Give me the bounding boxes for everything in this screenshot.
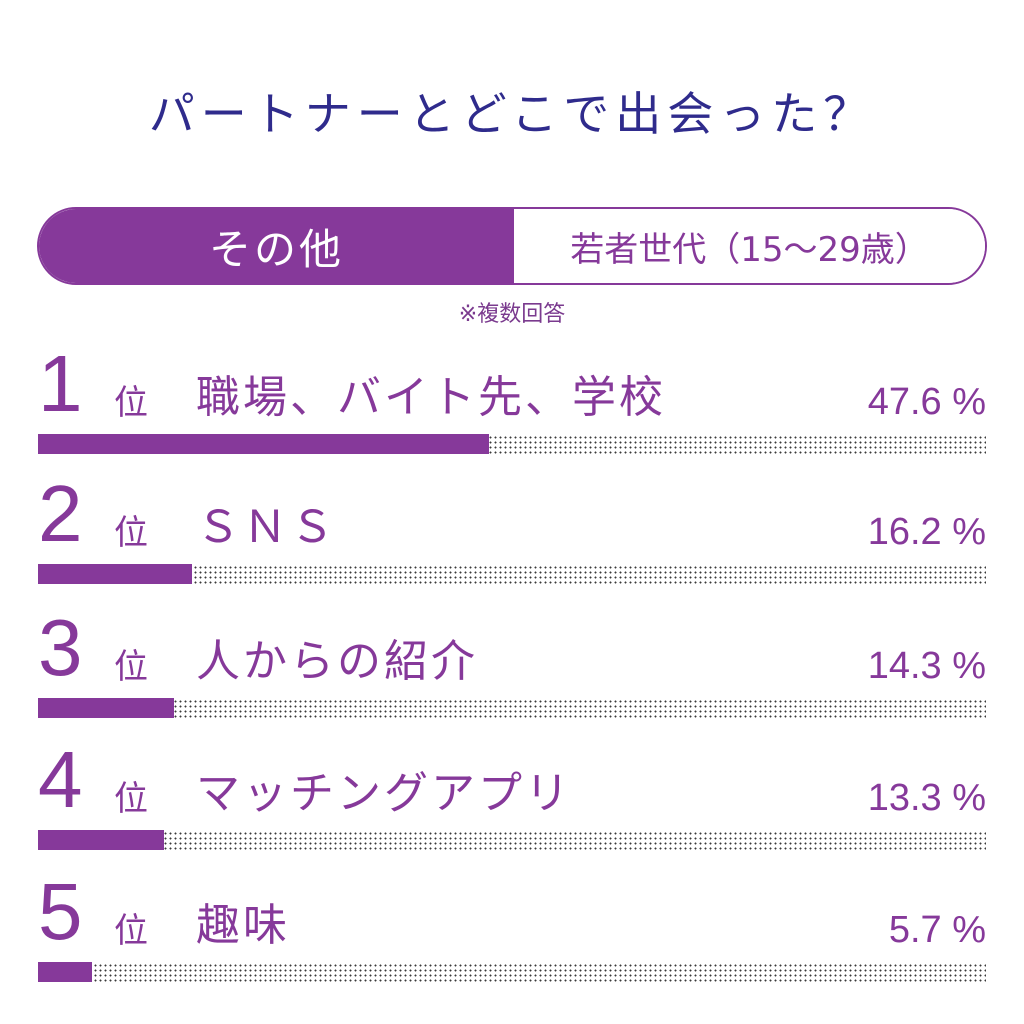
bar bbox=[38, 830, 164, 850]
rank-number: 2 bbox=[38, 469, 83, 558]
bar bbox=[38, 962, 92, 982]
bar bbox=[38, 698, 174, 718]
multiple-answer-note: ※複数回答 bbox=[458, 302, 566, 327]
tab-other[interactable]: その他 bbox=[39, 209, 514, 283]
category-label: マッチングアプリ bbox=[196, 768, 572, 819]
tab-bar: その他 若者世代（15～29歳） bbox=[37, 207, 987, 285]
bar bbox=[38, 434, 489, 454]
bar-track bbox=[38, 830, 986, 850]
rank-row-3: 3 位 人からの紹介 14.3 % bbox=[38, 598, 986, 718]
value-label: 47.6 % bbox=[867, 381, 986, 423]
rank-number: 5 bbox=[38, 867, 83, 956]
category-label: ＳＮＳ bbox=[196, 502, 337, 553]
rank-suffix: 位 bbox=[114, 779, 148, 819]
rank-suffix: 位 bbox=[114, 513, 148, 553]
rank-row-4: 4 位 マッチングアプリ 13.3 % bbox=[38, 730, 986, 850]
bar-track bbox=[38, 698, 986, 718]
rank-suffix: 位 bbox=[114, 911, 148, 951]
value-label: 16.2 % bbox=[867, 511, 986, 553]
rank-suffix: 位 bbox=[114, 383, 148, 423]
value-label: 13.3 % bbox=[867, 777, 986, 819]
rank-number: 3 bbox=[38, 603, 83, 692]
rank-number: 1 bbox=[38, 339, 83, 428]
rank-row-1: 1 位 職場、バイト先、学校 47.6 % bbox=[38, 334, 986, 454]
category-label: 人からの紹介 bbox=[196, 636, 478, 687]
bar bbox=[38, 564, 192, 584]
chart-title: パートナーとどこで出会った？ bbox=[148, 87, 876, 141]
rank-suffix: 位 bbox=[114, 647, 148, 687]
tab-young-generation[interactable]: 若者世代（15～29歳） bbox=[514, 209, 985, 283]
rank-row-5: 5 位 趣味 5.7 % bbox=[38, 862, 986, 982]
bar-track bbox=[38, 962, 986, 982]
bar-track bbox=[38, 564, 986, 584]
category-label: 趣味 bbox=[196, 900, 290, 951]
category-label: 職場、バイト先、学校 bbox=[196, 372, 666, 423]
rank-number: 4 bbox=[38, 735, 83, 824]
value-label: 5.7 % bbox=[888, 909, 986, 951]
rank-row-2: 2 位 ＳＮＳ 16.2 % bbox=[38, 464, 986, 584]
value-label: 14.3 % bbox=[867, 645, 986, 687]
